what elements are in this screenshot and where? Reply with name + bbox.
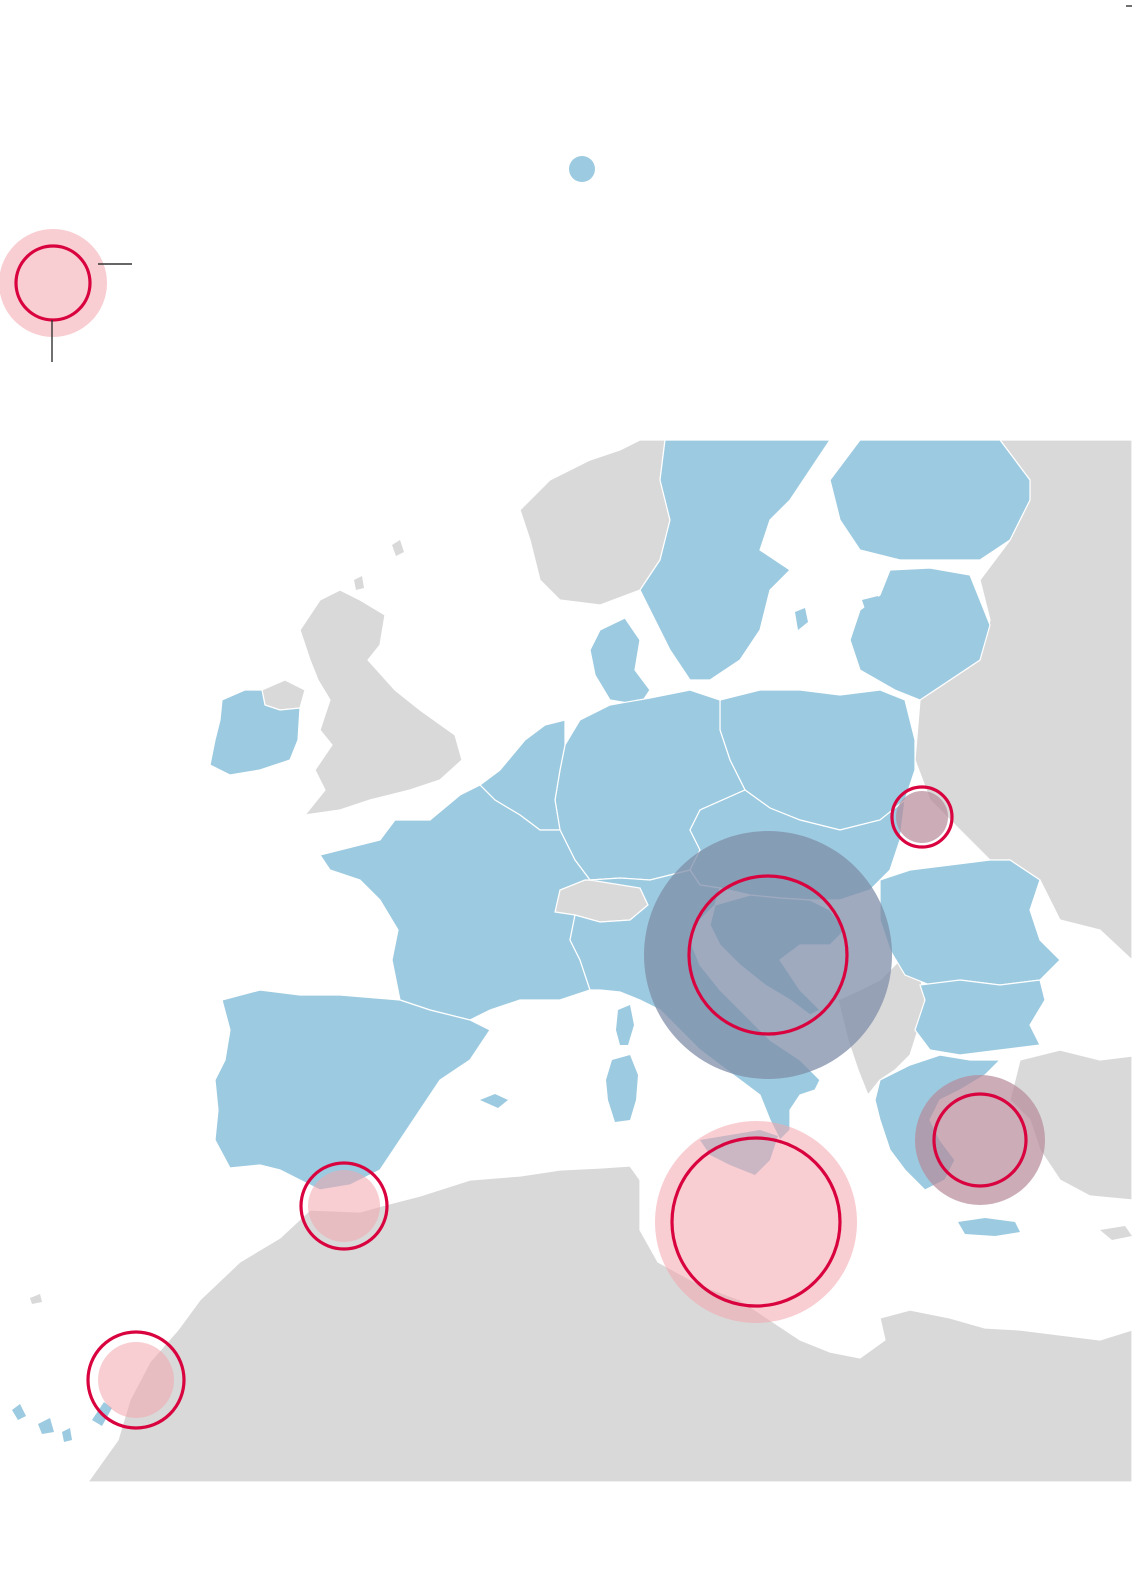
- denmark: [589, 617, 651, 706]
- sweden: [639, 439, 832, 681]
- route-circles: [86, 785, 1045, 1430]
- madeira: [30, 1294, 42, 1304]
- bulgaria: [914, 979, 1046, 1056]
- gotland: [795, 608, 808, 630]
- route-central-mediterranean: [655, 1121, 857, 1323]
- route-eastern-land-border: [890, 785, 954, 849]
- north-africa: [86, 1165, 1132, 1483]
- legend: [0, 5, 1132, 362]
- eu-member-dot: [569, 156, 595, 182]
- united-kingdom: [299, 589, 463, 816]
- eastern-europe-non-eu: [914, 439, 1132, 961]
- romania: [879, 859, 1061, 986]
- ireland: [209, 689, 301, 776]
- shetland-orkney: [354, 540, 404, 590]
- iberia: [214, 989, 491, 1191]
- route-western-balkans: [644, 831, 892, 1079]
- circle-size-example: [0, 229, 132, 362]
- cyprus: [1100, 1226, 1132, 1240]
- crete: [958, 1218, 1020, 1236]
- route-eastern-mediterranean: [915, 1075, 1045, 1205]
- route-western-mediterranean: [299, 1161, 389, 1251]
- balearic: [480, 1094, 508, 1108]
- sardinia: [606, 1055, 638, 1122]
- route-canary-islands: [86, 1330, 186, 1430]
- canary-islands: [12, 1402, 112, 1442]
- aland-saaremaa: [862, 596, 882, 612]
- northern-ireland: [261, 679, 306, 711]
- corsica: [616, 1005, 634, 1045]
- finland: [829, 439, 1031, 561]
- baltic-states: [849, 567, 991, 701]
- map-area: [12, 439, 1132, 1483]
